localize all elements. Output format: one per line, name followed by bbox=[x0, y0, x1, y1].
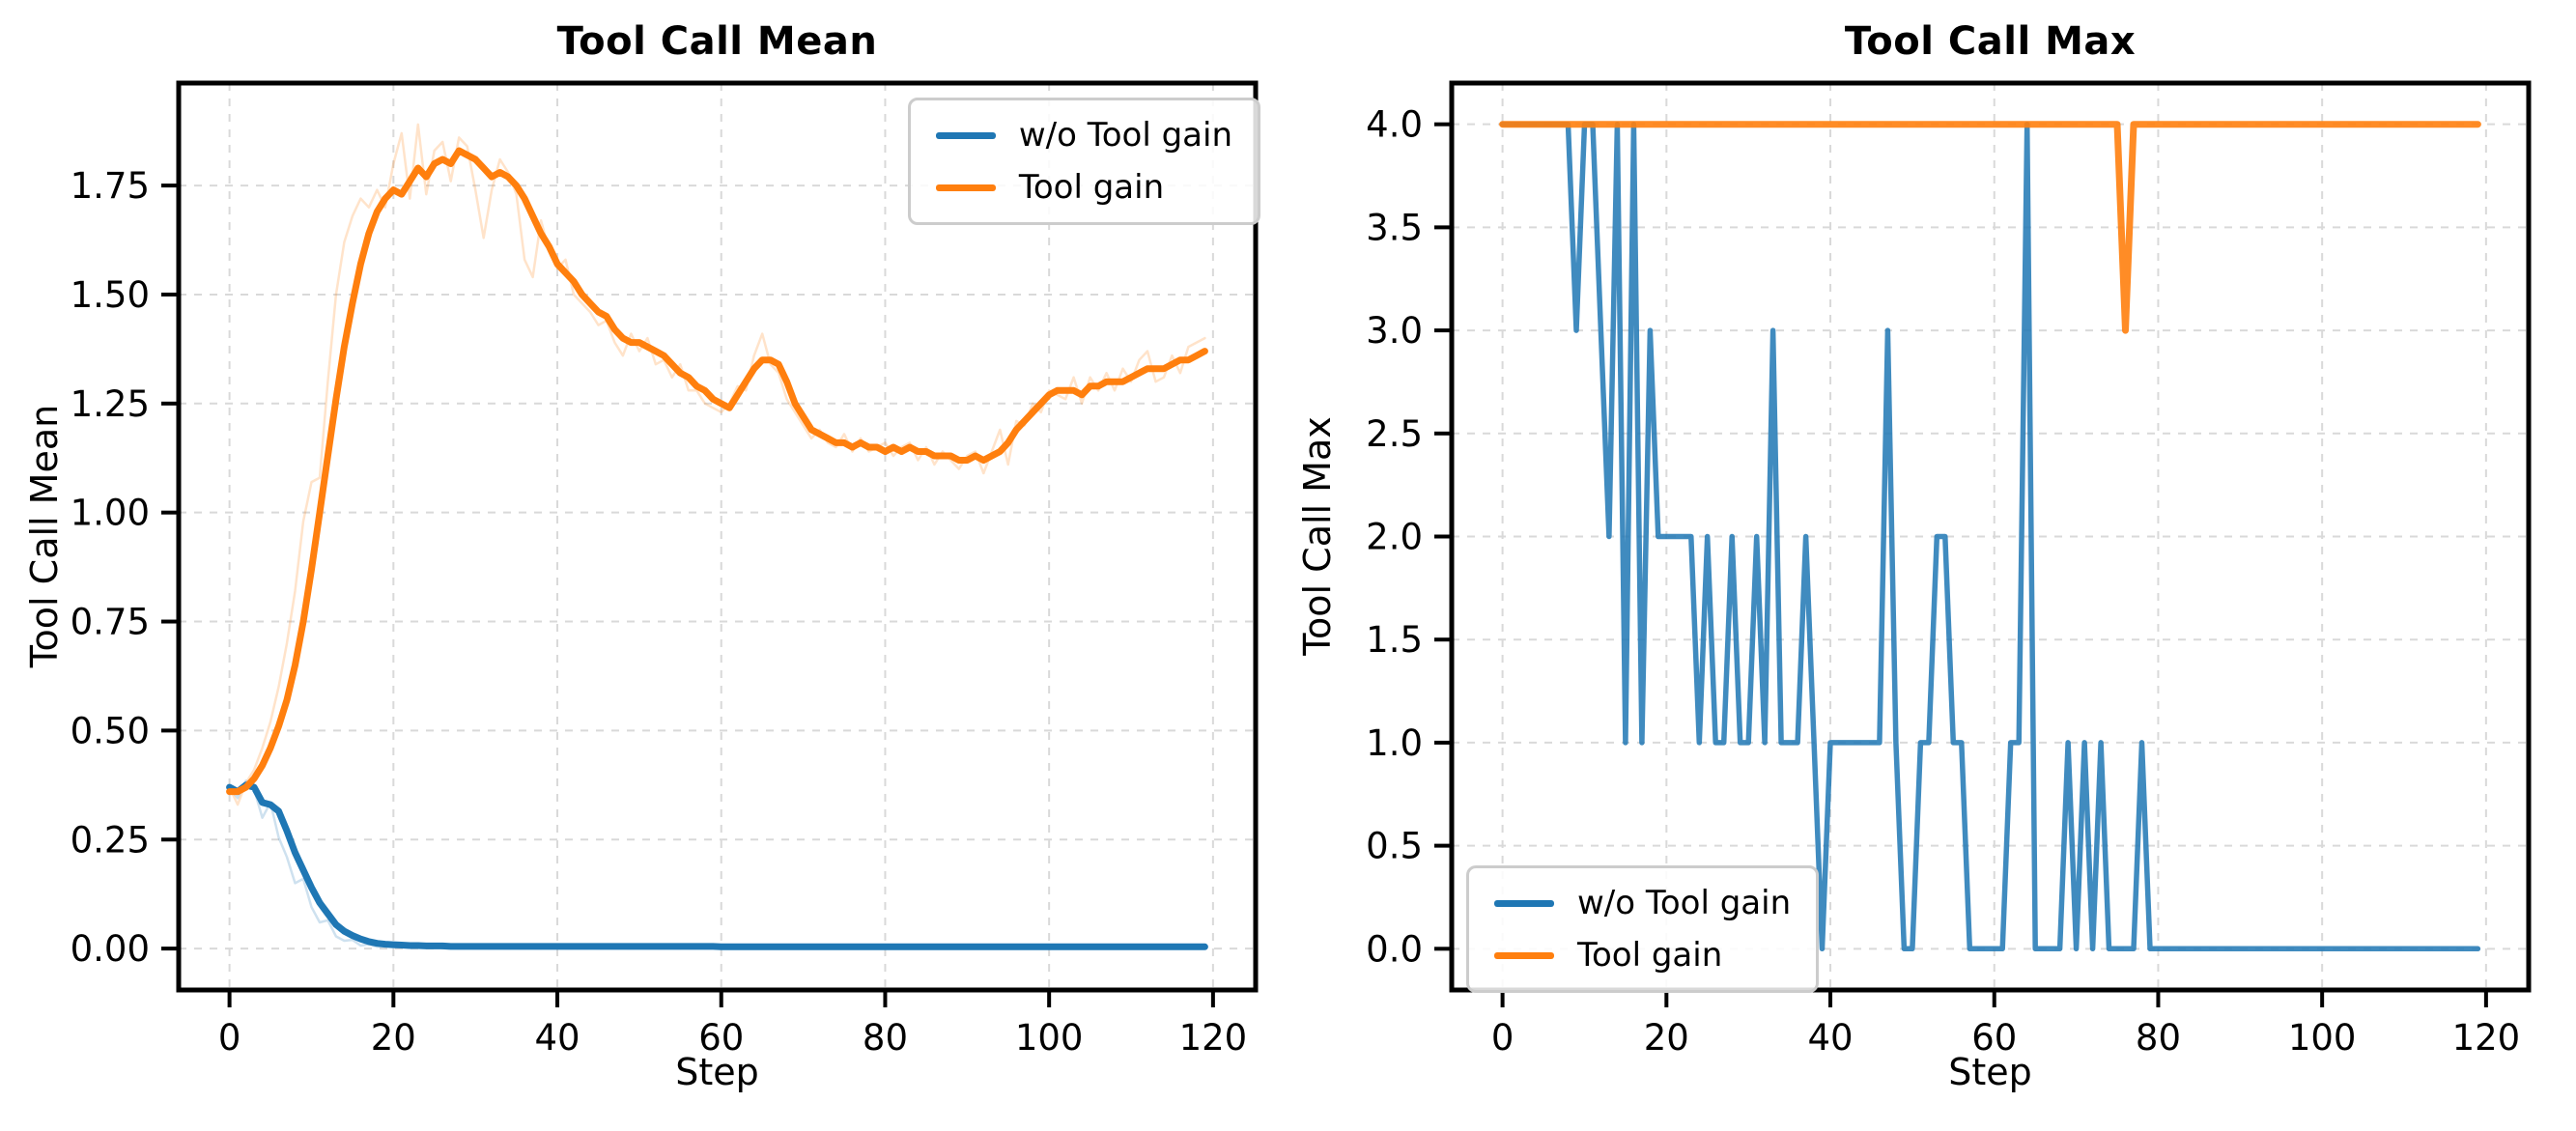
legend-entry-tool-gain: Tool gain bbox=[935, 166, 1232, 209]
legend-label: w/o Tool gain bbox=[1577, 884, 1792, 922]
legend-max: w/o Tool gain Tool gain bbox=[1466, 865, 1820, 994]
x-tick-label: 40 bbox=[534, 1017, 580, 1059]
x-tick-label: 40 bbox=[1807, 1017, 1853, 1059]
y-tick-label: 0.00 bbox=[71, 928, 150, 970]
x-tick-label: 80 bbox=[2136, 1017, 2181, 1059]
line-swatch-orange-icon bbox=[935, 184, 996, 191]
legend-entry-wo-tool-gain: w/o Tool gain bbox=[1494, 882, 1791, 924]
x-tick-label: 0 bbox=[1491, 1017, 1514, 1059]
x-tick-label: 100 bbox=[2288, 1017, 2357, 1059]
y-tick-label: 1.00 bbox=[71, 493, 150, 534]
legend-entry-wo-tool-gain: w/o Tool gain bbox=[935, 114, 1232, 156]
x-tick-label: 100 bbox=[1015, 1017, 1084, 1059]
x-tick-label: 60 bbox=[698, 1017, 744, 1059]
y-tick-label: 1.25 bbox=[71, 383, 150, 425]
y-tick-label: 1.5 bbox=[1366, 619, 1423, 661]
y-tick-label: 4.0 bbox=[1366, 104, 1423, 146]
x-tick-label: 80 bbox=[863, 1017, 908, 1059]
x-tick-label: 20 bbox=[371, 1017, 416, 1059]
y-axis-label-mean: Tool Call Mean bbox=[23, 404, 66, 668]
y-tick-label: 3.5 bbox=[1366, 207, 1423, 248]
y-tick-label: 0.0 bbox=[1366, 928, 1423, 970]
y-tick-label: 2.0 bbox=[1366, 517, 1423, 558]
y-tick-label: 1.50 bbox=[71, 274, 150, 316]
x-tick-label: 60 bbox=[1971, 1017, 2017, 1059]
y-tick-label: 0.5 bbox=[1366, 826, 1423, 867]
y-tick-label: 0.75 bbox=[71, 602, 150, 643]
line-swatch-blue-icon bbox=[1494, 899, 1554, 907]
y-tick-label: 0.25 bbox=[71, 819, 150, 861]
chart-title-mean: Tool Call Mean bbox=[556, 19, 878, 64]
chart-title-max: Tool Call Max bbox=[1844, 19, 2137, 64]
line-swatch-orange-icon bbox=[1494, 951, 1554, 959]
legend-entry-tool-gain: Tool gain bbox=[1494, 934, 1791, 976]
legend-label: Tool gain bbox=[1018, 168, 1165, 208]
y-tick-label: 2.5 bbox=[1366, 413, 1423, 455]
y-tick-label: 1.0 bbox=[1366, 722, 1423, 764]
legend-label: Tool gain bbox=[1577, 936, 1723, 975]
y-tick-label: 0.50 bbox=[71, 710, 150, 751]
x-tick-label: 0 bbox=[218, 1017, 241, 1059]
x-tick-label: 120 bbox=[2452, 1017, 2521, 1059]
legend-label: w/o Tool gain bbox=[1018, 116, 1232, 155]
x-tick-label: 120 bbox=[1179, 1017, 1248, 1059]
legend-mean: w/o Tool gain Tool gain bbox=[907, 98, 1260, 226]
x-tick-label: 20 bbox=[1644, 1017, 1689, 1059]
line-swatch-blue-icon bbox=[935, 131, 996, 139]
x-axis-label-mean: Step bbox=[675, 1051, 759, 1093]
y-tick-label: 3.0 bbox=[1366, 310, 1423, 352]
x-axis-label-max: Step bbox=[1948, 1051, 2032, 1093]
y-axis-label-max: Tool Call Max bbox=[1296, 416, 1339, 656]
y-tick-label: 1.75 bbox=[71, 165, 150, 207]
